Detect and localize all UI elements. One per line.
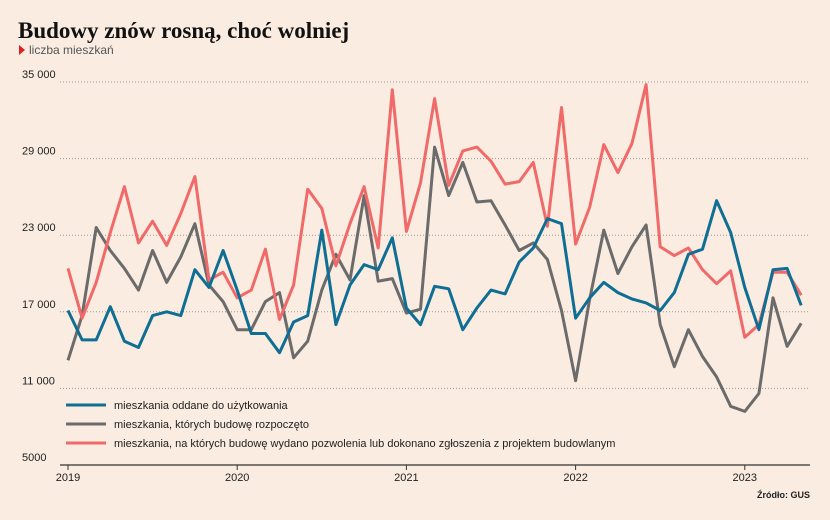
subtitle-marker — [19, 45, 25, 55]
x-tick-label: 2022 — [563, 472, 587, 484]
x-tick-label: 2019 — [56, 472, 80, 484]
legend-label: mieszkania oddane do użytkowania — [114, 400, 289, 412]
y-tick-label: 29 000 — [22, 146, 56, 158]
series-line — [66, 83, 803, 339]
series-line — [66, 199, 803, 355]
legend-label: mieszkania, których budowę rozpoczęto — [114, 419, 309, 431]
legend-label: mieszkania, na których budowę wydano poz… — [114, 438, 615, 450]
source: Źródło: GUS — [757, 490, 810, 500]
subtitle: liczba mieszkań — [29, 43, 114, 57]
y-tick-label: 23 000 — [22, 222, 56, 234]
x-tick-label: 2023 — [733, 472, 757, 484]
chart-title: Budowy znów rosną, choć wolniej — [18, 18, 349, 43]
y-tick-label: 11 000 — [22, 375, 55, 387]
y-tick-label: 5000 — [22, 452, 46, 464]
x-tick-label: 2020 — [225, 472, 249, 484]
y-tick-label: 35 000 — [22, 69, 56, 81]
y-tick-label: 17 000 — [22, 299, 56, 311]
series-line — [66, 145, 803, 413]
x-tick-label: 2021 — [394, 472, 418, 484]
